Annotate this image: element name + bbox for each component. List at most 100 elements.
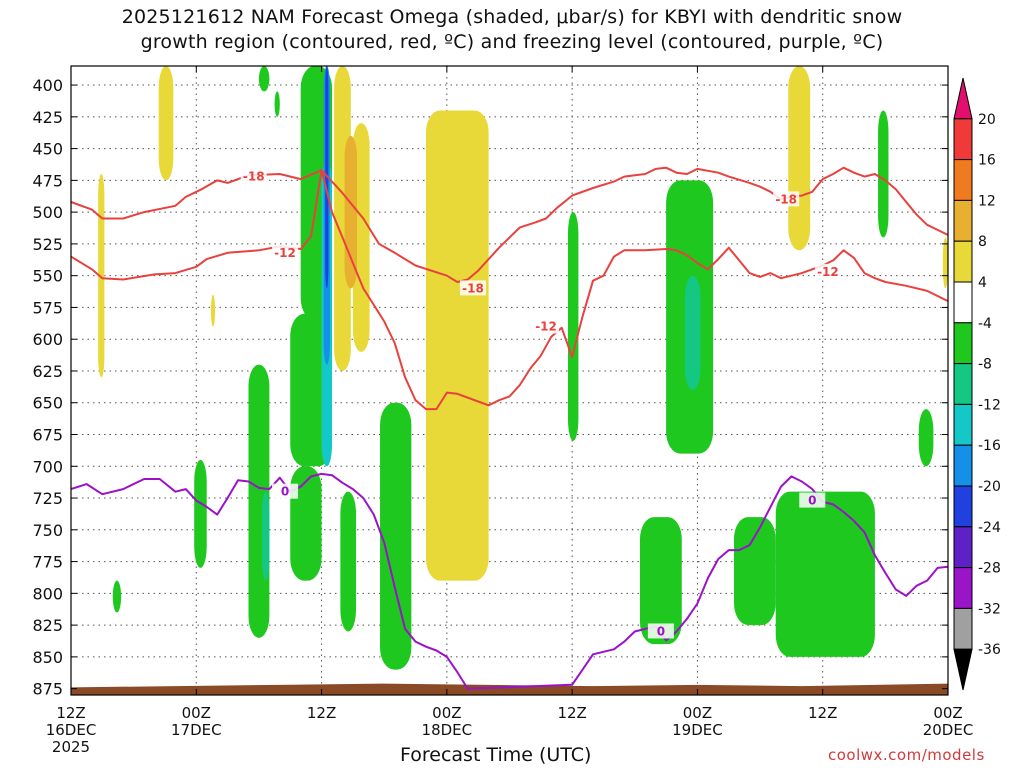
terrain	[71, 683, 948, 695]
y-tick-label: 725	[32, 489, 63, 508]
contour-label: -18	[462, 281, 484, 295]
colorbar-segment	[953, 567, 973, 609]
x-tick-time: 12Z	[557, 704, 586, 722]
x-tick-date: 18DEC	[422, 721, 473, 739]
y-tick-label: 775	[32, 553, 63, 572]
terrain-fill	[71, 683, 948, 695]
y-tick-label: 750	[32, 521, 63, 540]
colorbar-segment	[953, 118, 973, 161]
omega-region	[98, 174, 105, 378]
contour-labels: -18 -18 -18 -12 -12 -12 0 0 0	[240, 168, 841, 639]
contour-label: -18	[243, 170, 265, 184]
y-tick-label: 800	[32, 584, 63, 603]
chart-title-line-1: 2025121612 NAM Forecast Omega (shaded, μ…	[121, 6, 903, 28]
contour-label-bg	[240, 168, 267, 184]
omega-region	[262, 491, 270, 581]
omega-region	[788, 66, 811, 251]
y-axis: 400 425 450 475 500 525 550 575 600 625 650 675 700 7…	[32, 76, 948, 699]
x-tick-date: 16DEC	[46, 721, 97, 739]
omega-region	[194, 459, 207, 568]
omega-region	[640, 517, 682, 645]
x-tick-time: 00Z	[933, 704, 962, 722]
contour-label: -12	[817, 265, 839, 279]
contour-label-bg	[799, 492, 826, 508]
y-tick-label: 625	[32, 362, 63, 381]
omega-region	[158, 66, 174, 181]
colorbar-label: -12	[978, 397, 1001, 413]
contour-label: -18	[775, 192, 797, 206]
contour-label-bg	[272, 244, 299, 260]
contour-label: -12	[535, 319, 557, 333]
colorbar: 20 16 12 8 4 -4 -8 -12 -16 -20 -24 -28 -32 -36	[953, 77, 1001, 691]
contour-label: 0	[657, 624, 665, 638]
y-tick-label: 850	[32, 648, 63, 667]
colorbar-segment	[953, 240, 973, 283]
colorbar-segment	[953, 648, 973, 691]
x-axis-title: Forecast Time (UTC)	[400, 744, 592, 766]
omega-region	[112, 580, 122, 613]
contour-label: 0	[808, 494, 816, 508]
colorbar-segment	[953, 159, 973, 201]
contour-label-bg	[459, 280, 486, 296]
y-tick-label: 475	[32, 171, 63, 190]
x-tick-time: 12Z	[56, 704, 85, 722]
x-tick-time: 12Z	[307, 704, 336, 722]
y-tick-label: 600	[32, 330, 63, 349]
credit-link[interactable]: coolwx.com/models	[828, 746, 985, 764]
omega-region	[425, 110, 489, 581]
y-tick-label: 700	[32, 457, 63, 476]
colorbar-label: -28	[978, 561, 1001, 577]
x-tick-time: 00Z	[432, 704, 461, 722]
colorbar-label: 12	[978, 193, 996, 209]
contour-label: -12	[274, 246, 296, 260]
contour-label-bg	[773, 191, 800, 207]
omega-region	[344, 135, 358, 289]
omega-region	[733, 517, 776, 626]
omega-region	[380, 402, 412, 670]
x-tick-time: 00Z	[683, 704, 712, 722]
omega-region	[210, 294, 216, 327]
y-tick-label: 825	[32, 616, 63, 635]
x-tick-date: 20DEC	[923, 721, 974, 739]
colorbar-segment	[953, 607, 973, 650]
omega-region	[567, 212, 579, 441]
contour-line--12	[71, 169, 948, 411]
contour-label-bg	[647, 623, 674, 639]
y-tick-label: 875	[32, 680, 63, 699]
colorbar-segment	[953, 526, 973, 569]
colorbar-label: -24	[978, 520, 1001, 536]
colorbar-segment	[953, 403, 973, 446]
colorbar-label: 20	[978, 112, 996, 128]
omega-region	[684, 275, 701, 391]
x-tick-year: 2025	[52, 738, 90, 756]
colorbar-label: -32	[978, 601, 1001, 617]
colorbar-label: 4	[978, 275, 987, 291]
contour-label-bg	[814, 263, 841, 279]
x-tick-date: 17DEC	[171, 721, 222, 739]
omega-region	[258, 66, 270, 92]
omega-region	[942, 237, 948, 289]
omega-region	[290, 313, 333, 467]
omega-region	[340, 491, 357, 632]
y-tick-label: 550	[32, 267, 63, 286]
colorbar-label: -20	[978, 479, 1001, 495]
omega-region	[290, 466, 322, 581]
colorbar-segment	[953, 322, 973, 365]
omega-region	[878, 110, 889, 238]
x-tick-date: 19DEC	[672, 721, 723, 739]
y-tick-label: 650	[32, 394, 63, 413]
colorbar-segment	[953, 281, 973, 324]
y-tick-label: 525	[32, 235, 63, 254]
omega-region	[918, 409, 934, 467]
colorbar-label: -16	[978, 438, 1001, 454]
contour-line-0	[71, 472, 948, 690]
colorbar-segment	[953, 77, 973, 120]
y-tick-label: 675	[32, 426, 63, 445]
y-tick-label: 450	[32, 140, 63, 159]
contour-label-bg	[272, 483, 299, 499]
plot-frame	[70, 65, 949, 696]
colorbar-label: -8	[978, 357, 992, 373]
y-tick-label: 400	[32, 76, 63, 95]
colorbar-segment	[953, 363, 973, 405]
